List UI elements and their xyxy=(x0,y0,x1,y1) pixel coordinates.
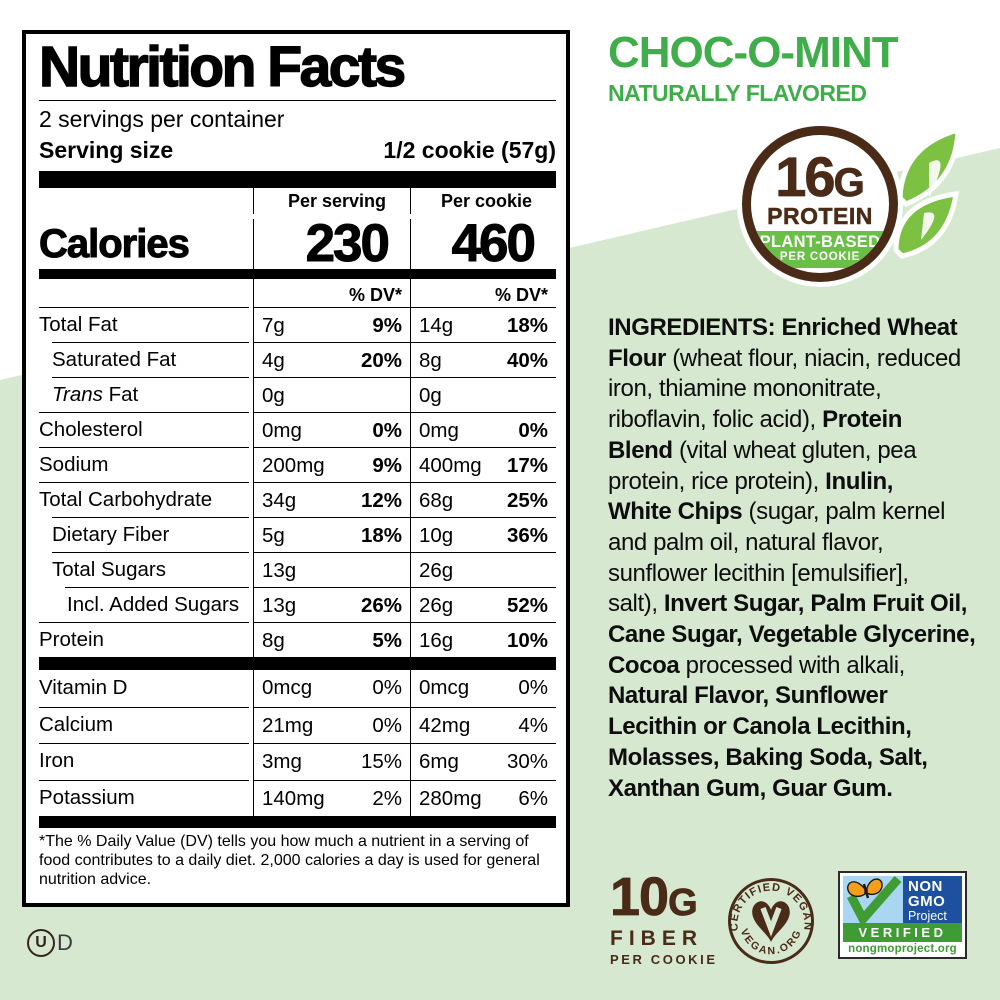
serving-size-value: 1/2 cookie (57g) xyxy=(383,137,556,164)
ingredients-line: protein, rice protein), Inulin, xyxy=(608,467,894,495)
ingredients-line: sunflower lecithin [emulsifier], xyxy=(608,559,909,587)
fiber-amount: 10G xyxy=(610,867,698,927)
table-row-calcium: Calcium 21mg 0% 42mg 4% xyxy=(39,706,556,744)
nongmo-text-panel: NON GMO Project xyxy=(903,876,962,923)
kosher-u-icon: U xyxy=(27,929,55,957)
ingredients-line: Cane Sugar, Vegetable Glycerine, xyxy=(608,621,976,649)
ingredients-line: Cocoa processed with alkali, xyxy=(608,651,905,679)
nongmo-url: nongmoproject.org xyxy=(848,943,957,955)
nongmo-verified-band: VERIFIED xyxy=(843,923,962,942)
table-row-total-carbohydrate: Total Carbohydrate 34g 12% 68g 25% xyxy=(39,482,556,519)
table-row-vitamin-d: Vitamin D 0mcg 0% 0mcg 0% xyxy=(39,670,556,707)
panel-title: Nutrition Facts xyxy=(38,37,556,102)
table-row-total-fat: Total Fat 7g 9% 14g 18% xyxy=(39,307,556,344)
nutrition-facts-panel: Nutrition Facts 2 servings per container… xyxy=(22,30,570,907)
calories-per-serving: 230 xyxy=(305,213,390,273)
product-subtitle: NATURALLY FLAVORED xyxy=(608,80,867,106)
table-row-added-sugars: Incl. Added Sugars 13g 26% 26g 52% xyxy=(39,587,556,624)
calories-row: Calories 230 460 xyxy=(39,213,556,280)
table-row-total-sugars: Total Sugars 13g 26g xyxy=(39,552,556,589)
fiber-label: FIBER xyxy=(610,927,703,950)
dv-header-cookie: % DV* xyxy=(410,279,556,312)
protein-label: PROTEIN xyxy=(767,203,873,230)
table-row-potassium: Potassium 140mg 2% 280mg 6% xyxy=(39,779,556,817)
ingredients-line: INGREDIENTS: Enriched Wheat xyxy=(608,314,958,341)
ingredients-line: White Chips (sugar, palm kernel xyxy=(608,498,946,526)
col-header-per-cookie: Per cookie xyxy=(410,188,556,215)
table-row-saturated-fat: Saturated Fat 4g 20% 8g 40% xyxy=(39,342,556,379)
protein-amount: 16G xyxy=(775,145,865,208)
ingredients-line: Molasses, Baking Soda, Salt, xyxy=(608,743,928,771)
calories-label: Calories xyxy=(39,214,253,280)
protein-badge-circle: 16G PROTEIN PLANT-BASED PER COOKIE xyxy=(742,126,898,282)
ingredients-line: riboflavin, folic acid), Protein xyxy=(608,406,902,434)
column-header-row: Per serving Per cookie xyxy=(39,188,556,215)
protein-badge-band: PLANT-BASED PER COOKIE xyxy=(751,231,889,268)
ingredients-line: Natural Flavor, Sunflower xyxy=(608,682,888,710)
ingredients-line: and palm oil, natural flavor, xyxy=(608,528,884,556)
kosher-oud-symbol: U D xyxy=(27,929,73,957)
ingredients-paragraph: INGREDIENTS: Enriched Wheat Flour (wheat … xyxy=(608,313,1000,804)
protein-badge: 16G PROTEIN PLANT-BASED PER COOKIE xyxy=(742,124,992,294)
nongmo-sky-panel xyxy=(843,876,903,927)
serving-size-label: Serving size xyxy=(39,137,174,164)
divider-bar-thick xyxy=(39,171,556,189)
nongmo-badge: NON GMO Project VERIFIED nongmoproject.o… xyxy=(838,871,967,959)
fiber-sub-label: PER COOKIE xyxy=(610,952,718,967)
servings-per-container: 2 servings per container xyxy=(39,106,285,133)
ingredients-line: Xanthan Gum, Guar Gum. xyxy=(608,774,893,802)
table-row-protein: Protein 8g 5% 16g 10% xyxy=(39,622,556,659)
divider-bar-mid xyxy=(39,657,556,671)
col-header-per-serving: Per serving xyxy=(253,188,410,215)
nutrient-table: Per serving Per cookie Calories 230 460 … xyxy=(39,188,556,829)
table-row-iron: Iron 3mg 15% 6mg 30% xyxy=(39,743,556,780)
butterfly-check-icon xyxy=(847,876,902,927)
calories-per-cookie: 460 xyxy=(451,213,536,273)
dv-header-serving: % DV* xyxy=(253,279,410,312)
ingredients-line: salt), Invert Sugar, Palm Fruit Oil, xyxy=(608,590,968,618)
product-name: CHOC-O-MINT xyxy=(608,28,899,77)
ingredients-line: Lecithin or Canola Lecithin, xyxy=(608,713,912,741)
serving-size-row: Serving size 1/2 cookie (57g) xyxy=(39,137,556,164)
divider-bar-bottom xyxy=(39,816,556,829)
table-row-dietary-fiber: Dietary Fiber 5g 18% 10g 36% xyxy=(39,517,556,554)
ingredients-line: Blend (vital wheat gluten, pea xyxy=(608,436,917,464)
table-row-cholesterol: Cholesterol 0mg 0% 0mg 0% xyxy=(39,412,556,449)
ingredients-line: iron, thiamine mononitrate, xyxy=(608,375,882,403)
leaves-icon xyxy=(893,126,961,259)
ingredients-line: Flour (wheat flour, niacin, reduced xyxy=(608,344,961,372)
certified-vegan-badge: CERTIFIED VEGAN VEGAN.ORG xyxy=(728,878,814,964)
table-row-sodium: Sodium 200mg 9% 400mg 17% xyxy=(39,447,556,484)
dv-footnote: *The % Daily Value (DV) tells you how mu… xyxy=(39,833,540,889)
fiber-badge: 10G FIBER PER COOKIE xyxy=(610,870,718,966)
dv-header-row: % DV* % DV* xyxy=(39,279,556,312)
table-row-trans-fat: Trans Fat 0g 0g xyxy=(39,377,556,414)
